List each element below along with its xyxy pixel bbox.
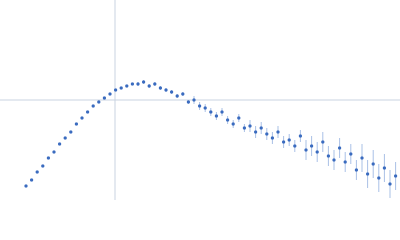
- point: [360, 156, 364, 160]
- point: [58, 142, 62, 146]
- point: [97, 100, 101, 104]
- point: [226, 118, 230, 122]
- point: [248, 124, 252, 128]
- point: [293, 144, 297, 148]
- point: [198, 104, 202, 108]
- point: [209, 110, 213, 114]
- point: [41, 164, 45, 168]
- point: [287, 138, 291, 142]
- point: [276, 130, 280, 134]
- point: [388, 182, 392, 186]
- point: [354, 168, 358, 172]
- point: [24, 184, 28, 188]
- point: [366, 172, 370, 176]
- point: [170, 90, 174, 94]
- point: [338, 146, 342, 150]
- point: [153, 82, 157, 86]
- point: [394, 174, 398, 178]
- point: [298, 134, 302, 138]
- point: [192, 98, 196, 102]
- point: [91, 104, 95, 108]
- point: [371, 162, 375, 166]
- point: [186, 100, 190, 104]
- point: [30, 178, 34, 182]
- point: [102, 96, 106, 100]
- point: [69, 130, 73, 134]
- point: [108, 92, 112, 96]
- point: [265, 132, 269, 136]
- point: [259, 126, 263, 130]
- point: [46, 156, 51, 160]
- point: [80, 116, 84, 120]
- point: [343, 160, 347, 164]
- point: [119, 86, 123, 90]
- point: [242, 126, 246, 130]
- point: [147, 84, 151, 88]
- point: [254, 130, 258, 134]
- point: [349, 152, 353, 156]
- point: [52, 150, 56, 154]
- point: [231, 122, 235, 126]
- point: [164, 88, 168, 92]
- point: [326, 154, 330, 158]
- point: [136, 82, 140, 86]
- point: [304, 148, 308, 152]
- point: [270, 136, 274, 140]
- point: [321, 140, 325, 144]
- point: [181, 92, 185, 96]
- point: [158, 86, 162, 90]
- point: [315, 150, 319, 154]
- point: [175, 94, 179, 98]
- point: [114, 88, 118, 92]
- point: [142, 80, 146, 84]
- point: [74, 122, 78, 126]
- point: [125, 84, 129, 88]
- point: [382, 166, 386, 170]
- point: [214, 114, 218, 118]
- point: [377, 176, 381, 180]
- point: [282, 140, 286, 144]
- point: [310, 144, 314, 148]
- chart: [0, 0, 400, 200]
- point: [130, 82, 134, 86]
- point: [237, 116, 241, 120]
- point: [63, 136, 67, 140]
- point: [35, 170, 39, 174]
- point: [86, 110, 90, 114]
- point: [220, 110, 224, 114]
- point: [332, 158, 336, 162]
- point: [203, 106, 207, 110]
